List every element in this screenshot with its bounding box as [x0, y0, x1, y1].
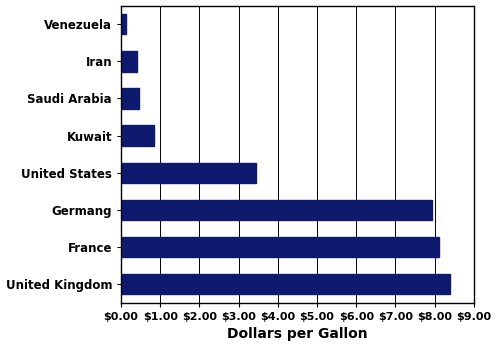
- Bar: [121, 274, 450, 295]
- X-axis label: Dollars per Gallon: Dollars per Gallon: [227, 328, 368, 341]
- Bar: [121, 200, 431, 220]
- Bar: [121, 163, 256, 183]
- Bar: [121, 88, 139, 109]
- Bar: [121, 125, 155, 146]
- Bar: [121, 237, 439, 257]
- Bar: [121, 51, 137, 71]
- Bar: [121, 14, 126, 34]
